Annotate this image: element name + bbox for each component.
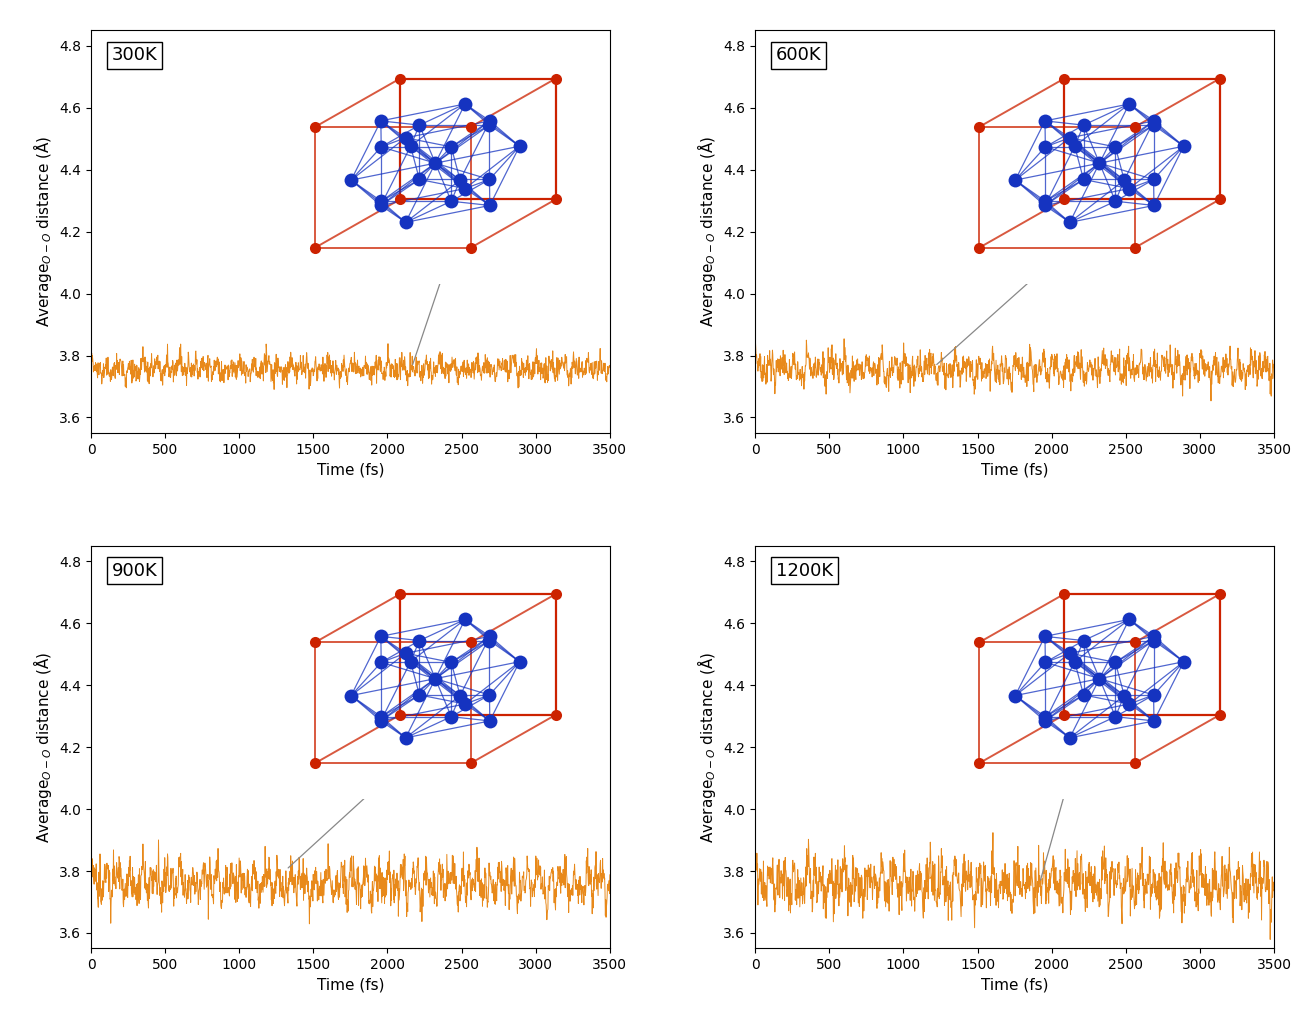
- Text: 300K: 300K: [112, 46, 157, 65]
- X-axis label: Time (fs): Time (fs): [980, 978, 1048, 993]
- Text: 1200K: 1200K: [776, 562, 833, 580]
- X-axis label: Time (fs): Time (fs): [980, 462, 1048, 477]
- Y-axis label: Average$_{O-O}$ distance (Å): Average$_{O-O}$ distance (Å): [31, 136, 53, 327]
- Text: 600K: 600K: [776, 46, 822, 65]
- Text: 900K: 900K: [112, 562, 157, 580]
- Y-axis label: Average$_{O-O}$ distance (Å): Average$_{O-O}$ distance (Å): [31, 652, 53, 843]
- Y-axis label: Average$_{O-O}$ distance (Å): Average$_{O-O}$ distance (Å): [696, 652, 718, 843]
- Y-axis label: Average$_{O-O}$ distance (Å): Average$_{O-O}$ distance (Å): [696, 136, 718, 327]
- X-axis label: Time (fs): Time (fs): [317, 462, 385, 477]
- X-axis label: Time (fs): Time (fs): [317, 978, 385, 993]
